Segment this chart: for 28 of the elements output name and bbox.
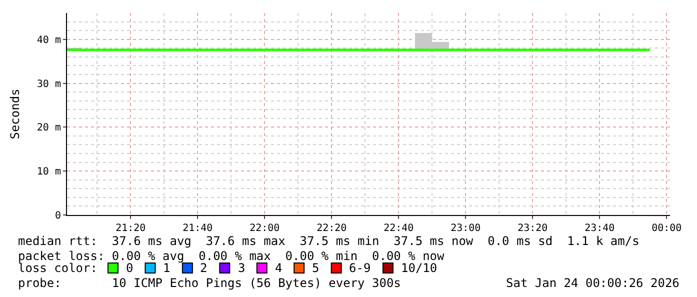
y-tick-label: 0 [54,210,61,222]
x-tick-label: 22:00 [250,223,280,234]
x-tick-label: 00:00 [652,223,682,234]
text: Sat Jan 24 00:00:26 2026 [506,276,680,290]
y-tick-label: 10 m [36,166,61,178]
legend-label: 0 [126,261,134,275]
x-tick-label: 22:20 [316,223,347,234]
legend-label: 5 [312,261,320,275]
y-tick-label: 30 m [36,78,61,90]
x-tick-label: 23:20 [518,223,548,234]
legend-label: 4 [275,261,282,275]
x-tick-label: 23:40 [584,223,615,234]
legend-label: 2 [200,261,208,275]
text: probe: 10 ICMP Echo Pings (56 Bytes) every 300s [18,276,401,290]
x-tick-label: 21:40 [182,223,213,234]
x-tick-label: 22:40 [384,223,414,234]
legend-label: 6-9 [349,261,371,275]
legend-label: 3 [238,261,246,275]
legend-label: 10/10 [401,261,438,275]
legend-label: 1 [163,261,170,275]
y-tick-label: 20 m [36,122,61,134]
text: packet loss: 0.00 % avg 0.00 % max 0.00 % min 0.00 % now [18,249,446,263]
y-axis-title: Seconds [8,88,22,140]
y-tick-label: 40 m [36,34,61,46]
x-tick-label: 23:00 [450,223,481,234]
x-tick-label: 21:20 [116,223,146,234]
text: median rtt: 37.6 ms avg 37.6 ms max 37.5 ms min 37.5 ms now 0.0 ms sd 1.1 k am/s [18,234,640,248]
legend-title: loss color: [18,261,98,275]
